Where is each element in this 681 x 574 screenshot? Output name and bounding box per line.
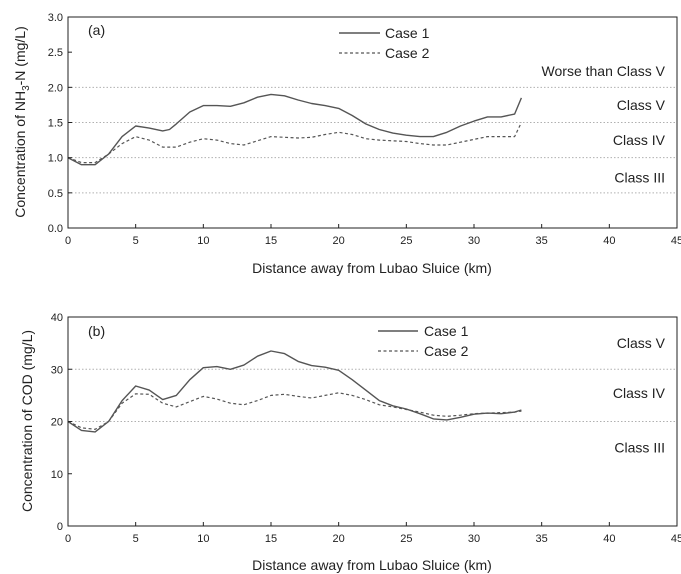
y-tick-label: 2.5 xyxy=(48,47,63,59)
x-axis-label: Distance away from Lubao Sluice (km) xyxy=(252,260,492,276)
legend-label-case-1: Case 1 xyxy=(424,323,469,339)
y-tick-label: 1.0 xyxy=(48,153,63,165)
x-tick-label: 15 xyxy=(265,533,277,545)
legend-label-case-1: Case 1 xyxy=(385,25,430,41)
class-labels: Worse than Class V Class V Class IV Class I… xyxy=(542,63,666,185)
x-tick-label: 20 xyxy=(333,533,345,545)
x-tick-label: 45 xyxy=(671,235,681,247)
y-tick-label: 10 xyxy=(51,469,63,481)
y-tick-label: 30 xyxy=(51,364,63,376)
x-tick-label: 20 xyxy=(333,235,345,247)
panel-label: (b) xyxy=(88,323,105,339)
legend-label-case-2: Case 2 xyxy=(385,45,430,61)
y-tick-label: 40 xyxy=(51,312,63,324)
y-tick-label: 0 xyxy=(57,521,63,533)
class-labels: Class V Class IV Class III xyxy=(613,335,666,456)
class-label: Class V xyxy=(617,97,666,113)
series-lines xyxy=(67,350,522,433)
x-tick-label: 5 xyxy=(133,235,139,247)
class-label: Class IV xyxy=(613,132,666,148)
y-axis-label: Concentration of COD (mg/L) xyxy=(19,330,35,512)
y-tick-label: 3.0 xyxy=(48,12,63,24)
x-tick-label: 10 xyxy=(197,533,209,545)
x-tick-label: 40 xyxy=(603,235,615,247)
x-tick-label: 40 xyxy=(603,533,615,545)
class-label: Worse than Class V xyxy=(542,63,666,79)
series-line-case-2 xyxy=(67,392,522,430)
x-tick-label: 15 xyxy=(265,235,277,247)
legend-label-case-2: Case 2 xyxy=(424,343,469,359)
class-label: Class V xyxy=(617,335,666,351)
y-axis-label-subscript: 3 xyxy=(21,85,32,91)
y-tick-label: 20 xyxy=(51,417,63,429)
axis-ticks: 0 5 10 15 20 25 30 35 40 45 0.0 0.5 1.0 1.5 2.0 2.5 3.0 xyxy=(48,12,681,247)
legend: Case 1 Case 2 xyxy=(378,323,469,359)
series-line-case-1 xyxy=(67,350,522,433)
reference-lines xyxy=(68,368,677,422)
y-axis-label: Concentration of NH3-N (mg/L) xyxy=(12,26,32,218)
x-tick-label: 5 xyxy=(133,533,139,545)
series-lines xyxy=(67,93,523,166)
x-tick-label: 25 xyxy=(400,533,412,545)
x-tick-label: 0 xyxy=(65,533,71,545)
axis-ticks: 0 5 10 15 20 25 30 35 40 45 0 10 20 30 40 xyxy=(51,312,681,545)
x-axis-label: Distance away from Lubao Sluice (km) xyxy=(252,557,492,573)
x-tick-label: 30 xyxy=(468,235,480,247)
x-tick-label: 35 xyxy=(536,533,548,545)
class-label: Class IV xyxy=(613,385,666,401)
y-tick-label: 0.5 xyxy=(48,188,63,200)
class-label: Class III xyxy=(614,440,665,456)
reference-lines xyxy=(68,86,677,194)
x-tick-label: 30 xyxy=(468,533,480,545)
panel-label: (a) xyxy=(88,22,105,38)
series-line-case-2 xyxy=(67,122,522,164)
x-tick-label: 25 xyxy=(400,235,412,247)
class-label: Class III xyxy=(614,169,665,185)
series-line-case-1 xyxy=(67,93,523,166)
y-tick-label: 1.5 xyxy=(48,118,63,130)
y-tick-label: 0.0 xyxy=(48,223,63,235)
y-axis-label-rest: -N (mg/L) xyxy=(12,26,28,85)
x-tick-label: 0 xyxy=(65,235,71,247)
y-tick-label: 2.0 xyxy=(48,82,63,94)
y-axis-label-main: Concentration of NH xyxy=(12,91,28,218)
x-tick-label: 35 xyxy=(536,235,548,247)
x-tick-label: 10 xyxy=(197,235,209,247)
panel-a-nh3-chart: 0 5 10 15 20 25 30 35 40 450.00.51.01.52.02.53.0 … xyxy=(12,12,681,276)
x-tick-label: 45 xyxy=(671,533,681,545)
legend: Case 1 Case 2 xyxy=(339,25,430,61)
